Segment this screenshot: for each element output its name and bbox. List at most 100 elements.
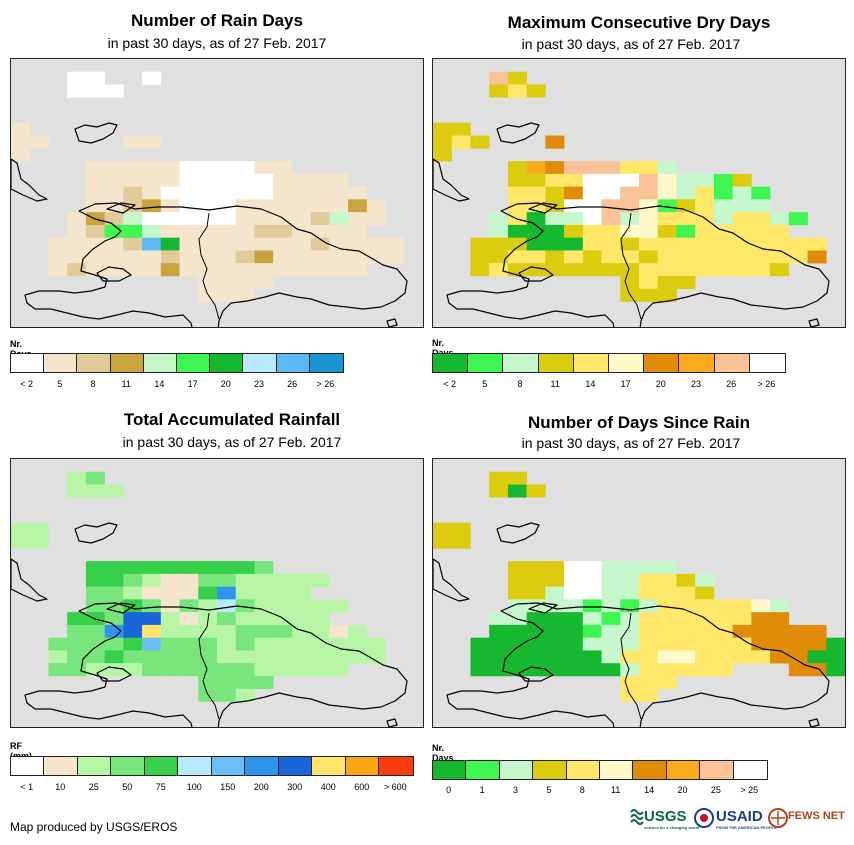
grid-cell	[489, 84, 509, 98]
grid-cell	[329, 637, 349, 651]
grid-cell	[564, 624, 584, 638]
grid-cell	[142, 586, 162, 600]
grid-cell	[639, 237, 659, 251]
grid-cell	[751, 263, 771, 277]
grid-cell	[695, 186, 715, 200]
grid-cell	[620, 675, 640, 690]
grid-cell	[104, 237, 124, 251]
legend-swatch	[77, 757, 112, 775]
legend-label: 17	[620, 379, 631, 389]
grid-cell	[770, 263, 790, 277]
grid-cell	[217, 599, 237, 613]
legend-label: 8	[517, 379, 523, 389]
grid-cell	[639, 586, 659, 600]
grid-cell	[142, 599, 162, 613]
grid-cell	[235, 212, 255, 226]
map-total-rainfall	[10, 458, 424, 728]
grid-cell	[807, 624, 827, 638]
legend-swatch	[312, 757, 346, 775]
grid-cell	[329, 663, 349, 677]
grid-cell	[620, 586, 640, 600]
legend-swatch	[243, 354, 277, 372]
grid-cell	[545, 624, 565, 638]
grid-cell	[620, 263, 640, 277]
grid-cell	[601, 173, 621, 187]
grid-cell	[235, 263, 255, 277]
grid-cell	[545, 212, 565, 226]
grid-cell	[470, 637, 490, 651]
grid-cell	[545, 586, 565, 600]
grid-cell	[695, 263, 715, 277]
legend-swatch	[379, 757, 413, 775]
grid-cell	[67, 663, 87, 677]
grid-cell	[217, 637, 237, 651]
grid-cell	[601, 599, 621, 613]
grid-cell	[751, 599, 771, 613]
grid-cell	[123, 561, 143, 575]
usaid-seal-icon	[694, 808, 714, 828]
grid-cell	[179, 586, 199, 600]
grid-cell	[564, 586, 584, 600]
grid-cell	[329, 599, 349, 613]
mona-outline	[808, 718, 820, 727]
grid-cell	[310, 637, 330, 651]
legend-labels: < 1 10 25 50 75 100 150 200 300 400 600 > 600	[10, 782, 412, 794]
grid-cell	[507, 250, 527, 264]
grid-cell	[489, 250, 509, 264]
grid-cell	[545, 161, 565, 175]
grid-cell	[254, 612, 274, 626]
grid-cell	[507, 663, 527, 677]
grid-cell	[639, 288, 659, 302]
legend-label: 8	[90, 379, 96, 389]
grid-cell	[545, 663, 565, 677]
grid-cell	[273, 199, 293, 213]
grid-cell	[310, 173, 330, 187]
grid-cell	[123, 173, 143, 187]
legend-label: 20	[655, 379, 666, 389]
grid-cell	[11, 122, 31, 136]
grid-cell	[601, 237, 621, 251]
grid-cell	[85, 173, 105, 187]
legend-label: < 2	[443, 379, 456, 389]
grid-cell	[104, 663, 124, 677]
tortuga-outline	[106, 602, 136, 614]
grid-cell	[545, 135, 565, 149]
grid-cell	[526, 561, 546, 575]
grid-cell	[179, 561, 199, 575]
usgs-wave-icon	[630, 809, 644, 825]
grid-cell	[545, 263, 565, 277]
grid-cell	[639, 173, 659, 187]
grid-cell	[366, 250, 386, 264]
grid-cell	[526, 224, 546, 238]
grid-cell	[695, 586, 715, 600]
grid-cell	[85, 71, 105, 85]
grid-cell	[545, 237, 565, 251]
grid-cell	[695, 199, 715, 213]
grid-cell	[85, 224, 105, 238]
grid-cell	[676, 224, 696, 238]
grid-cell	[582, 161, 602, 175]
grid-cell	[676, 186, 696, 200]
grid-cell	[451, 122, 471, 136]
grid-cell	[507, 237, 527, 251]
grid-cell	[582, 263, 602, 277]
legend-label: 11	[121, 379, 131, 389]
grid-cell	[104, 161, 124, 175]
grid-cell	[620, 663, 640, 677]
grid-cell	[29, 522, 49, 536]
grid-cell	[85, 650, 105, 664]
legend-label: 200	[253, 782, 269, 792]
legend-swatch	[178, 757, 212, 775]
grid-cell	[198, 263, 218, 277]
grid-cell	[142, 199, 162, 213]
grid-cell	[507, 263, 527, 277]
grid-cell	[526, 573, 546, 587]
grid-cell	[310, 612, 330, 626]
grid-cell	[104, 586, 124, 600]
grid-cell	[713, 237, 733, 251]
grid-cell	[48, 663, 68, 677]
grid-cell	[198, 624, 218, 638]
grid-cell	[160, 199, 180, 213]
grid-cell	[348, 186, 368, 200]
grid-cell	[807, 650, 827, 664]
